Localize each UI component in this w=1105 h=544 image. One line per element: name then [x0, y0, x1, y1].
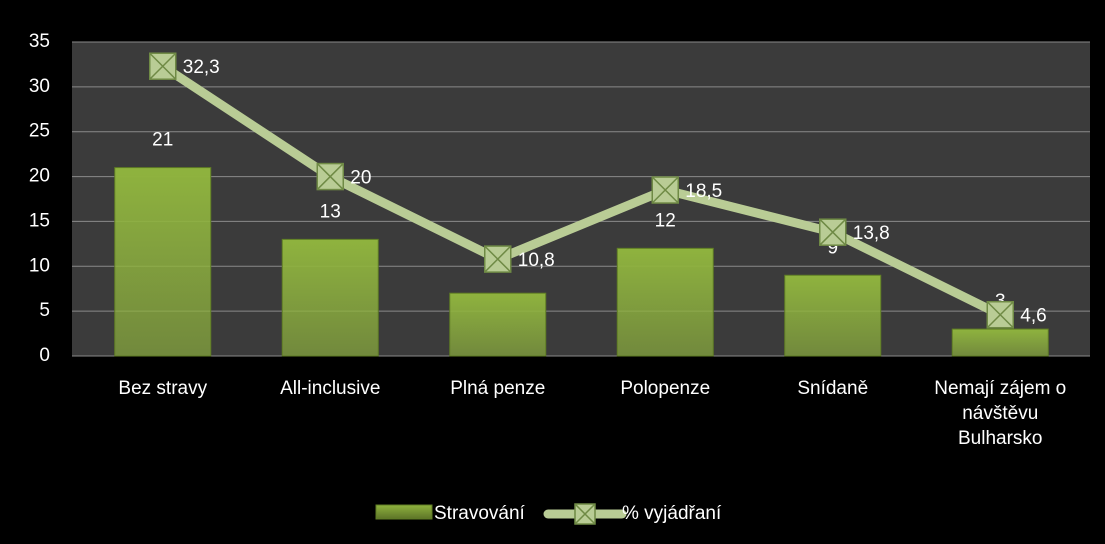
y-tick-label: 25 — [29, 121, 50, 142]
bar-value-label: 21 — [152, 130, 173, 151]
line-marker — [986, 300, 1014, 329]
y-tick-label: 15 — [29, 210, 50, 231]
x-tick-label: Plná penze — [450, 378, 546, 399]
bar — [449, 292, 547, 357]
line-value-label: 13,8 — [853, 223, 890, 244]
marker-cross — [651, 176, 679, 204]
y-tick-label: 20 — [29, 166, 50, 187]
marker-cross — [574, 503, 596, 525]
line-marker — [651, 176, 679, 204]
bar — [784, 274, 882, 357]
bar — [114, 167, 212, 357]
line-marker — [484, 245, 512, 273]
x-tick-label: Snídaně — [797, 378, 869, 399]
y-tick-label: 35 — [29, 31, 50, 52]
line-value-label: 18,5 — [685, 181, 722, 202]
y-tick-label: 10 — [29, 255, 50, 276]
legend-swatch — [375, 504, 433, 520]
bar-value-label: 12 — [655, 210, 676, 231]
line-value-label: 4,6 — [1020, 306, 1046, 327]
x-tick-label: Polopenze — [620, 378, 711, 399]
marker-cross — [986, 301, 1014, 329]
line-marker — [316, 162, 344, 191]
line-value-label: 32,3 — [183, 57, 220, 78]
marker-cross — [484, 245, 512, 273]
y-tick-label: 5 — [39, 300, 50, 321]
line-marker — [819, 218, 847, 246]
y-tick-label: 30 — [29, 76, 50, 97]
legend-marker — [574, 503, 596, 525]
bar-value-label: 9 — [827, 237, 838, 258]
marker-cross — [149, 52, 177, 80]
line — [160, 62, 1003, 319]
bar-value-label: 13 — [320, 201, 341, 222]
bar — [951, 328, 1049, 357]
x-tick-label: All-inclusive — [280, 378, 381, 399]
legend-label: Stravování — [434, 503, 526, 524]
line-value-label: 10,8 — [518, 250, 555, 271]
marker-cross — [316, 163, 344, 191]
x-tick-label: Nemají zájem o návštěvu Bulharsko — [934, 378, 1067, 449]
bar — [281, 238, 379, 357]
plot-area — [72, 42, 1090, 356]
x-tick-label: Bez stravy — [118, 378, 208, 399]
y-tick-label: 0 — [39, 345, 50, 366]
bar — [616, 247, 714, 357]
line-value-label: 20 — [350, 168, 371, 189]
line-marker — [149, 52, 177, 80]
legend-label: % vyjádřaní — [622, 503, 722, 524]
marker-cross — [819, 218, 847, 246]
